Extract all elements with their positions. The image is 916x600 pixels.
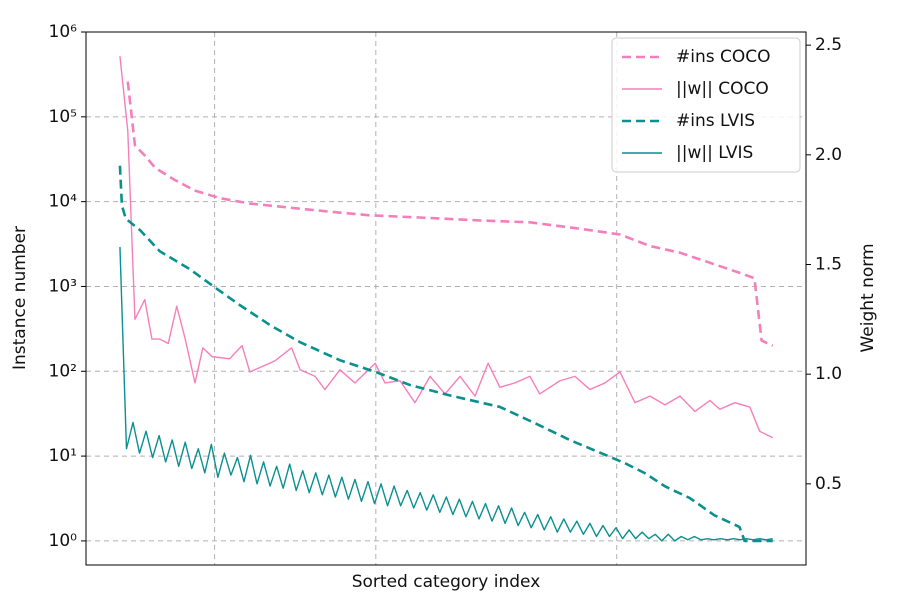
y-axis-label: Instance number [10,226,30,370]
y-tick-label: 10⁶ [49,22,78,42]
legend-label: ||w|| COCO [676,79,769,99]
series-line [118,165,773,543]
legend-label: ||w|| LVIS [676,143,753,163]
legend-label: #ins COCO [676,47,771,67]
y-tick-label: 10⁵ [49,107,77,127]
y-tick-label: 10⁴ [49,192,78,212]
y-tick-label: 10¹ [49,446,77,466]
y-tick-label: 10³ [49,276,77,296]
series-line [119,246,773,542]
y2-tick-label: 2.5 [815,35,842,55]
y2-tick-label: 1.0 [815,364,842,384]
legend-label: #ins LVIS [676,111,755,131]
legend-box [611,37,801,173]
y2-axis-label: Weight norm [858,243,878,352]
y2-tick-label: 1.5 [815,255,842,275]
y-tick-label: 10⁰ [49,531,78,551]
x-axis-label: Sorted category index [352,572,541,592]
plot-frame [85,31,807,566]
series-line [126,81,774,347]
y2-tick-label: 2.0 [815,145,842,165]
series-line [119,56,774,439]
y-tick-label: 10² [49,361,77,381]
y2-tick-label: 0.5 [815,474,842,494]
